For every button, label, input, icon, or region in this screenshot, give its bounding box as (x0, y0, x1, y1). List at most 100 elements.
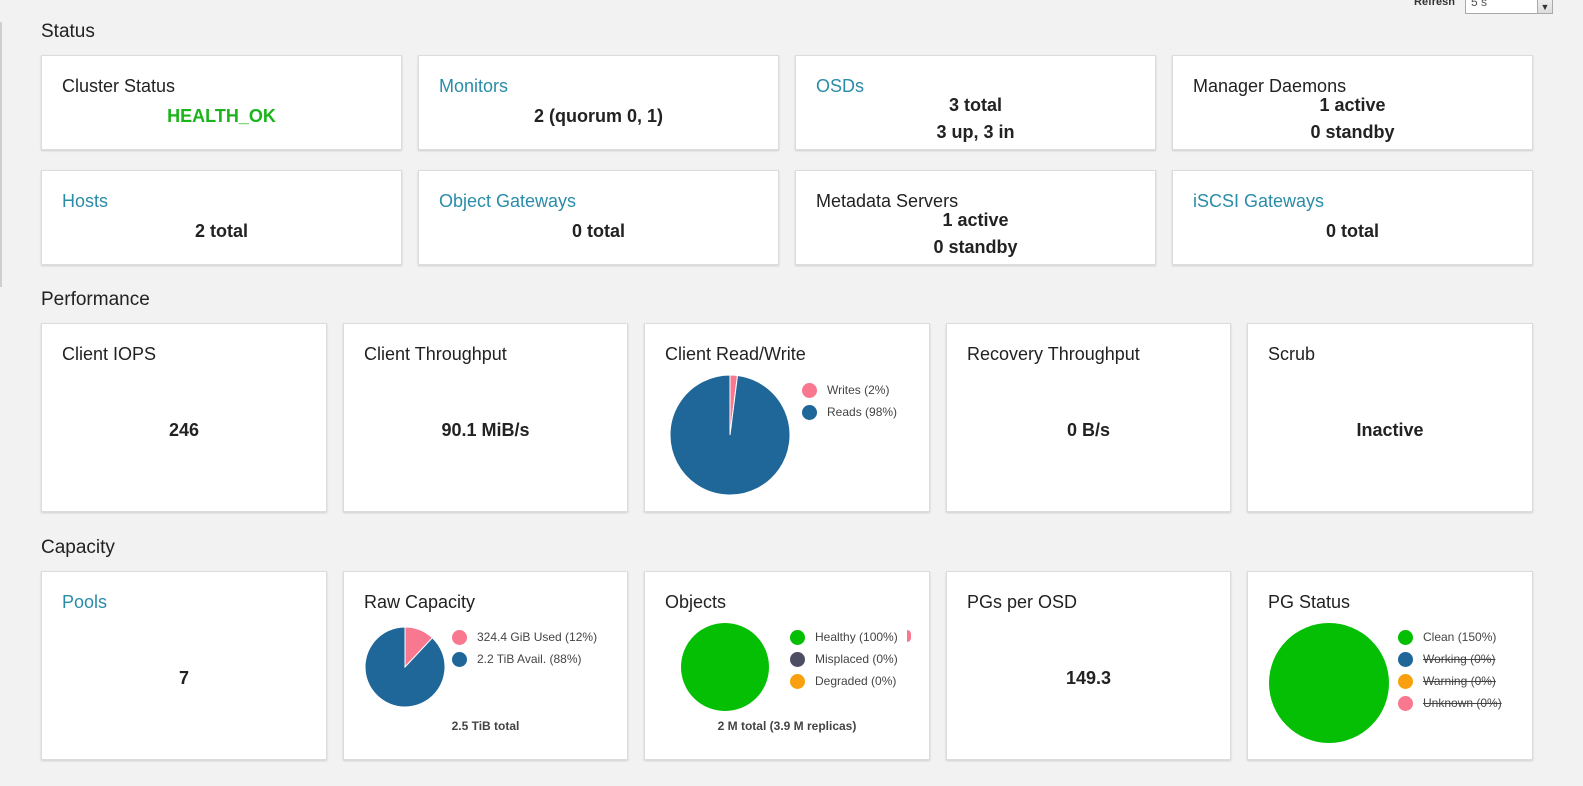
legend-label-unknown: Unknown (0%) (1423, 696, 1502, 710)
osds-total: 3 total (948, 95, 1002, 115)
legend-label-misplaced: Misplaced (0%) (815, 652, 898, 666)
raw-capacity-slice-22[interactable] (365, 627, 445, 707)
legend-item-degraded[interactable]: Degraded (0%) (790, 670, 898, 692)
objects-slice-healthy[interactable] (681, 623, 769, 711)
iscsi-gateways-value: 0 total (1325, 221, 1379, 241)
client-read-write-legend: Writes (2%) Reads (98%) (802, 379, 897, 423)
writes-dot-icon (802, 382, 817, 398)
object-gateways-value: 0 total (571, 221, 625, 241)
legend-item-healthy[interactable]: Healthy (100%) (790, 626, 898, 648)
pg-status-card: PG Status Clean (150%) Working (0%) Warn… (1247, 571, 1533, 760)
legend-label-degraded: Degraded (0%) (815, 674, 897, 688)
pgs-per-osd-title: PGs per OSD (967, 592, 1078, 612)
osds-up-in: 3 up, 3 in (936, 122, 1015, 142)
pgs-per-osd-card: PGs per OSD 149.3 (946, 571, 1231, 760)
refresh-select[interactable]: 5 s ▼ (1465, 0, 1553, 14)
client-throughput-value: 90.1 MiB/s (441, 420, 530, 440)
manager-standby: 0 standby (1310, 122, 1395, 142)
metadata-servers-title: Metadata Servers (816, 191, 959, 211)
clean-dot-icon (1398, 629, 1413, 645)
used-dot-icon (452, 629, 467, 645)
pg-status-pie (1269, 623, 1389, 743)
iscsi-gateways-link[interactable]: iSCSI Gateways (1193, 191, 1325, 211)
section-title-performance: Performance (41, 289, 150, 310)
cluster-health-value: HEALTH_OK (167, 106, 276, 126)
legend-item-unknown[interactable]: Unknown (0%) (1398, 692, 1502, 714)
misplaced-dot-icon (790, 651, 805, 667)
legend-item-misplaced[interactable]: Misplaced (0%) (790, 648, 898, 670)
scrub-card: Scrub Inactive (1247, 323, 1533, 512)
degraded-dot-icon (790, 673, 805, 689)
legend-item-working[interactable]: Working (0%) (1398, 648, 1502, 670)
osds-link[interactable]: OSDs (816, 76, 865, 96)
raw-capacity-legend: 324.4 GiB Used (12%) 2.2 TiB Avail. (88%… (452, 626, 597, 670)
legend-item-writes[interactable]: Writes (2%) (802, 379, 897, 401)
client-iops-title: Client IOPS (62, 344, 157, 364)
cluster-status-title: Cluster Status (62, 76, 176, 96)
scrub-title: Scrub (1268, 344, 1316, 364)
osds-card: OSDs 3 total 3 up, 3 in (795, 55, 1156, 150)
manager-active: 1 active (1319, 95, 1386, 115)
legend-label-avail: 2.2 TiB Avail. (88%) (477, 652, 582, 666)
metadata-active: 1 active (942, 210, 1009, 230)
pg-status-slice-clean[interactable] (1269, 623, 1389, 743)
working-dot-icon (1398, 651, 1413, 667)
reads-dot-icon (802, 404, 817, 420)
client-iops-card: Client IOPS 246 (41, 323, 327, 512)
raw-capacity-card: Raw Capacity 324.4 GiB Used (12%) 2.2 Ti… (343, 571, 628, 760)
legend-item-warning[interactable]: Warning (0%) (1398, 670, 1502, 692)
metadata-standby: 0 standby (933, 237, 1018, 257)
raw-capacity-title: Raw Capacity (364, 592, 476, 612)
client-read-write-card: Client Read/Write Writes (2%) Reads (98%… (644, 323, 930, 512)
client-throughput-card: Client Throughput 90.1 MiB/s (343, 323, 628, 512)
manager-daemons-title: Manager Daemons (1193, 76, 1347, 96)
objects-pie (681, 623, 769, 711)
monitors-value: 2 (quorum 0, 1) (533, 106, 663, 126)
pools-card: Pools 7 (41, 571, 327, 760)
legend-item-reads[interactable]: Reads (98%) (802, 401, 897, 423)
left-divider (0, 22, 2, 287)
refresh-select-value: 5 s (1471, 0, 1488, 9)
pg-status-title: PG Status (1268, 592, 1351, 612)
monitors-link[interactable]: Monitors (439, 76, 509, 96)
objects-legend: Healthy (100%) Misplaced (0%) Degraded (… (790, 626, 898, 692)
legend-item-clean[interactable]: Clean (150%) (1398, 626, 1502, 648)
monitors-card: Monitors 2 (quorum 0, 1) (418, 55, 779, 150)
objects-total: 2 M total (3.9 M replicas) (717, 719, 857, 733)
legend-label-used: 324.4 GiB Used (12%) (477, 630, 598, 644)
unknown-dot-icon (1398, 695, 1413, 711)
client-read-write-slice-reads[interactable] (670, 375, 790, 495)
pools-link[interactable]: Pools (62, 592, 108, 612)
hosts-value: 2 total (194, 221, 248, 241)
hosts-card: Hosts 2 total (41, 170, 402, 265)
legend-label-healthy: Healthy (100%) (815, 630, 898, 644)
hosts-link[interactable]: Hosts (62, 191, 109, 211)
objects-title: Objects (665, 592, 727, 612)
client-iops-value: 246 (168, 420, 200, 440)
legend-overflow-dot-icon (907, 630, 911, 642)
legend-label-writes: Writes (2%) (827, 383, 890, 397)
legend-label-warning: Warning (0%) (1423, 674, 1496, 688)
client-throughput-title: Client Throughput (364, 344, 507, 364)
pg-status-legend: Clean (150%) Working (0%) Warning (0%) U… (1398, 626, 1502, 714)
manager-daemons-card: Manager Daemons 1 active 0 standby (1172, 55, 1533, 150)
scrub-value: Inactive (1356, 420, 1424, 440)
client-read-write-pie (670, 375, 790, 495)
legend-item-avail[interactable]: 2.2 TiB Avail. (88%) (452, 648, 597, 670)
healthy-dot-icon (790, 629, 805, 645)
iscsi-gateways-card: iSCSI Gateways 0 total (1172, 170, 1533, 265)
legend-label-working: Working (0%) (1423, 652, 1496, 666)
section-title-status: Status (41, 21, 95, 42)
section-title-capacity: Capacity (41, 537, 115, 558)
refresh-control: Refresh 5 s ▼ (1414, 0, 1553, 14)
object-gateways-link[interactable]: Object Gateways (439, 191, 577, 211)
legend-label-clean: Clean (150%) (1423, 630, 1497, 644)
raw-capacity-pie (365, 627, 445, 707)
legend-item-used[interactable]: 324.4 GiB Used (12%) (452, 626, 597, 648)
metadata-servers-card: Metadata Servers 1 active 0 standby (795, 170, 1156, 265)
refresh-label: Refresh (1414, 0, 1455, 8)
objects-card: Objects Healthy (100%) Misplaced (0%) De… (644, 571, 930, 760)
recovery-throughput-title: Recovery Throughput (967, 344, 1140, 364)
chevron-down-icon[interactable]: ▼ (1537, 0, 1553, 14)
legend-label-reads: Reads (98%) (827, 405, 898, 419)
